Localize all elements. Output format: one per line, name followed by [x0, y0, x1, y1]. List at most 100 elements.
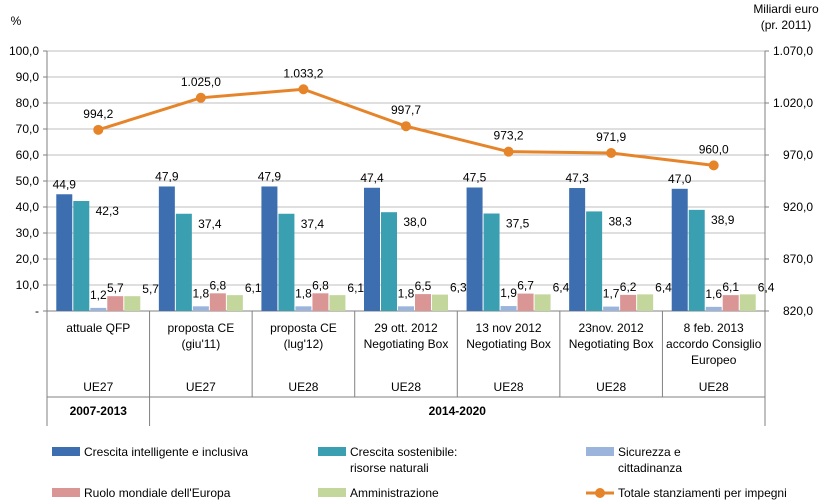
legend-label-line1: Sicurezza e	[618, 445, 681, 459]
category-label-line1: attuale QFP	[66, 321, 130, 335]
left-tick-label: 10,0	[16, 278, 40, 292]
category-label-line1: proposta CE	[270, 321, 337, 335]
total-line-label: 1.025,0	[181, 75, 221, 89]
bar-value-label: 6,5	[415, 279, 432, 293]
total-line-point	[298, 84, 309, 95]
bar-series-2	[500, 306, 517, 311]
left-tick-label: -	[35, 304, 39, 318]
legend-swatch	[52, 447, 80, 456]
total-line-point	[195, 92, 206, 103]
bar-value-label: 6,2	[620, 280, 637, 294]
right-tick-label: 970,0	[783, 148, 813, 162]
bar-series-3	[209, 293, 226, 311]
bar-series-1	[688, 209, 705, 311]
bar-series-4	[124, 296, 141, 311]
right-axis-unit-line2: (pr. 2011)	[761, 18, 811, 32]
bar-series-0	[569, 188, 586, 311]
left-tick-label: 100,0	[9, 44, 39, 58]
bar-value-label: 6,7	[517, 279, 534, 293]
category-group-label: UE28	[391, 380, 421, 394]
left-tick-label: 40,0	[16, 200, 40, 214]
bar-value-label: 47,4	[360, 171, 384, 185]
legend-swatch	[52, 488, 80, 497]
legend-label: Amministrazione	[350, 486, 439, 500]
category-label-line1: 29 ott. 2012	[374, 321, 438, 335]
bar-value-label: 1,7	[603, 287, 620, 301]
legend-swatch	[318, 447, 346, 456]
bar-series-1	[381, 212, 397, 311]
bar-series-4	[226, 295, 243, 311]
left-tick-label: 70,0	[16, 122, 40, 136]
bar-value-label: 5,7	[107, 281, 124, 295]
category-axis: attuale QFP UE27 proposta CE (giu'11) UE27 pr…	[46, 311, 766, 426]
bar-value-label: 47,5	[463, 171, 487, 185]
left-tick-label: 30,0	[16, 226, 40, 240]
legend-label-line2: risorse naturali	[350, 461, 429, 475]
bar-value-label: 6,3	[450, 281, 467, 295]
total-line-point	[606, 148, 617, 159]
axes: % Miliardi euro (pr. 2011) - 10,0 20,0 30,0…	[9, 2, 819, 318]
bar-series-3	[312, 293, 329, 311]
category-label-line2: Negotiating Box	[466, 337, 551, 351]
right-tick-label: 820,0	[783, 304, 813, 318]
bar-value-label: 6,4	[758, 280, 775, 294]
bar-series-2	[295, 306, 312, 311]
legend-swatch	[318, 488, 346, 497]
bar-value-label: 47,9	[258, 169, 282, 183]
category-label-line1: proposta CE	[168, 321, 235, 335]
bar-series-4	[534, 294, 551, 311]
bar-series-4	[739, 294, 756, 311]
bar-value-label: 38,9	[711, 213, 735, 227]
category-label-line3: Europeo	[691, 353, 737, 367]
bar-series-0	[158, 186, 175, 311]
bar-value-label: 5,7	[142, 282, 159, 296]
total-line-label: 1.033,2	[283, 66, 323, 80]
bar-value-label: 1,8	[295, 286, 312, 300]
legend-label-line2: cittadinanza	[618, 461, 682, 475]
legend-label: Totale stanziamenti per impegni	[618, 486, 787, 500]
left-tick-label: 50,0	[16, 174, 40, 188]
bar-value-label: 6,4	[553, 280, 570, 294]
total-line-label: 973,2	[494, 129, 524, 143]
category-label-line2: Negotiating Box	[569, 337, 654, 351]
bar-value-label: 47,3	[565, 171, 589, 185]
bar-series-2	[398, 306, 414, 311]
bar-value-label: 6,1	[245, 281, 262, 295]
bar-series-4	[637, 294, 654, 311]
bar-series-2	[192, 306, 209, 311]
total-line-label: 971,9	[596, 130, 626, 144]
category-group-label: UE28	[494, 380, 524, 394]
bar-labels: 44,9 47,9 47,9 47,4 47,5 47,3 47,0 42,3 37,4 37,4…	[53, 169, 775, 301]
legend-line-marker	[595, 488, 605, 498]
bar-series-1	[175, 213, 192, 311]
right-tick-label: 870,0	[783, 252, 813, 266]
bar-series-1	[483, 213, 500, 311]
bar-value-label: 1,9	[500, 286, 517, 300]
category-label-line2: Negotiating Box	[364, 337, 449, 351]
legend-label: Ruolo mondiale dell'Europa	[84, 486, 231, 500]
right-tick-label: 1.070,0	[773, 44, 813, 58]
right-tick-label: 920,0	[783, 200, 813, 214]
total-line-label: 960,0	[699, 142, 729, 156]
left-tick-label: 80,0	[16, 96, 40, 110]
category-group-label: UE28	[596, 380, 626, 394]
bar-series-1	[586, 211, 603, 311]
bar-value-label: 1,8	[193, 286, 210, 300]
bar-value-label: 1,2	[90, 288, 107, 302]
bar-value-label: 37,5	[506, 217, 530, 231]
category-label-line1: 8 feb. 2013	[684, 321, 744, 335]
total-line-point	[708, 160, 719, 171]
bar-series-2	[90, 307, 107, 311]
total-line-label: 994,2	[83, 107, 113, 121]
bar-value-label: 6,1	[722, 280, 739, 294]
total-line: 994,2 1.025,0 1.033,2 997,7 973,2 971,9 960,0	[83, 66, 729, 171]
left-axis-unit: %	[11, 14, 22, 28]
bar-series-3	[517, 293, 534, 311]
legend-label: Crescita intelligente e inclusiva	[84, 445, 248, 459]
total-line-label: 997,7	[391, 103, 421, 117]
total-line-point	[503, 146, 514, 157]
legend-label-line1: Crescita sostenibile:	[350, 445, 457, 459]
bar-value-label: 44,9	[53, 177, 77, 191]
bar-series-1	[73, 201, 90, 311]
